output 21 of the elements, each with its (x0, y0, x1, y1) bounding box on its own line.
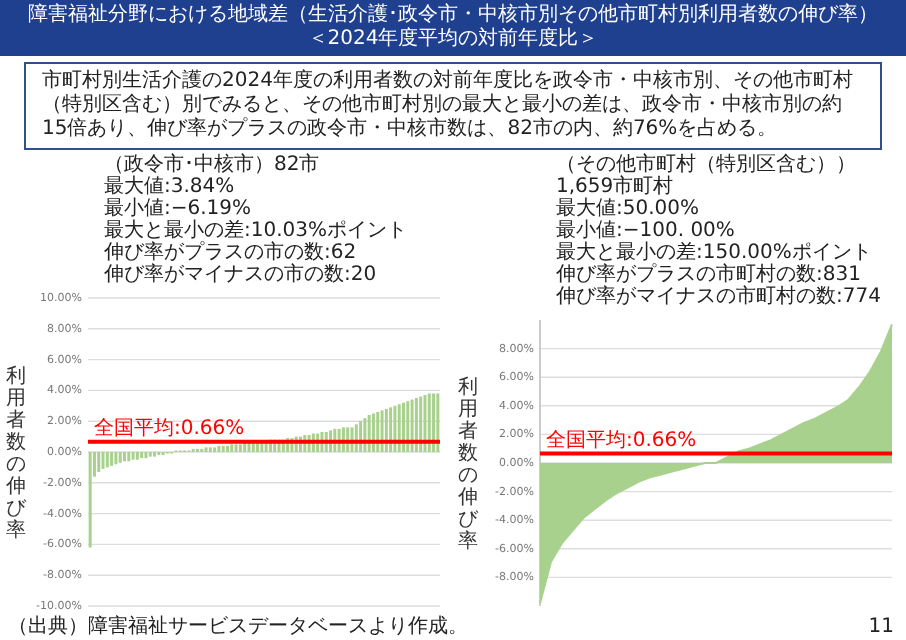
text: 市町村別生活介護の2024年度の利用者数の対前年度比を政令市・中核市別、その他市町村（特別区含む）別でみると、その他市町村別の最大と最小の差は、政令市・中核市別の約15倍あり、伸び率がプラスの政令市・中核市数は、82市の内、約76%を占める。 (24, 62, 882, 150)
text: 伸び率がプラスの市町村の数:831 (556, 264, 863, 286)
text: 伸び率がマイナスの市町村の数:774 (556, 286, 883, 308)
ref-line-label: 全国平均:0.66% (94, 415, 245, 440)
text: 最大値:50.00% (556, 198, 701, 220)
text: 伸び率がプラスの市の数:62 (104, 242, 359, 264)
text: ＜2024年度平均の対前年度比＞ (305, 28, 601, 52)
text: 最小値:−6.19% (104, 198, 254, 220)
text: 11 (868, 614, 894, 640)
text: 障害福祉分野における地域差（生活介護･政令市・中核市別その他市町村別利用者数の伸び率） (26, 4, 880, 27)
text: （出典）障害福祉サービスデータベースより作成。 (8, 614, 468, 640)
ref-line-label: 全国平均:0.66% (546, 427, 697, 452)
y-axis-title: 利用者数の伸び率 (458, 375, 480, 553)
text: 最大と最小の差:10.03%ポイント (104, 220, 409, 242)
y-axis-title: 利用者数の伸び率 (6, 364, 28, 542)
text: （政令市･中核市）82市 (104, 154, 322, 176)
text: 最大値:3.84% (104, 176, 237, 198)
text: 伸び率がマイナスの市の数:20 (104, 264, 379, 286)
text: 最小値:−100. 00% (556, 220, 737, 242)
text: （その他市町村（特別区含む））1,659市町村 (556, 154, 858, 198)
text: 最大と最小の差:150.00%ポイント (556, 242, 874, 264)
